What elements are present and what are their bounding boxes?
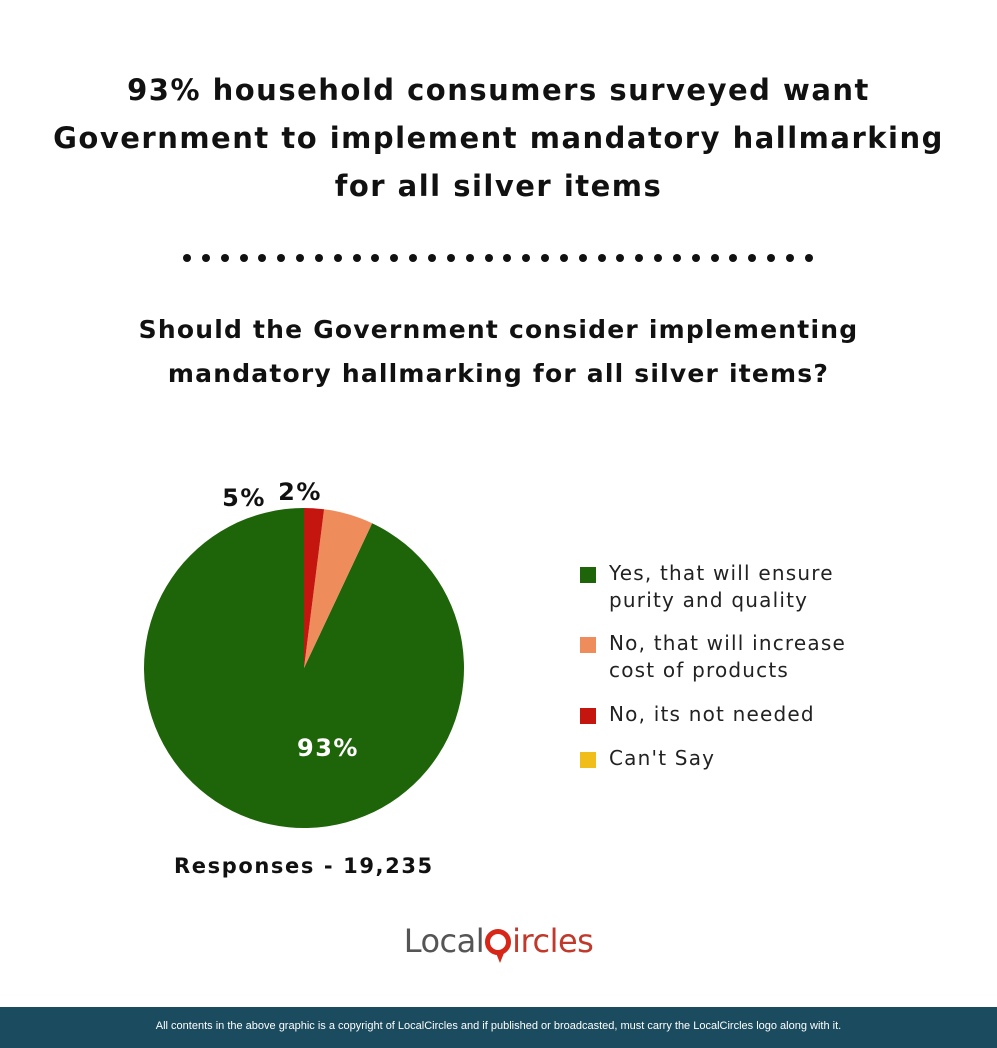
copyright-footer: All contents in the above graphic is a c… <box>0 1007 997 1048</box>
divider-dot <box>465 254 474 262</box>
headline-line-1: 93% household consumers surveyed want <box>127 73 870 107</box>
question-line-2: mandatory hallmarking for all silver ite… <box>167 359 830 388</box>
divider-dot <box>296 254 305 262</box>
footer-text: All contents in the above graphic is a c… <box>155 1020 842 1032</box>
divider-dot <box>258 254 267 262</box>
survey-question: Should the Government consider implement… <box>0 308 997 396</box>
divider-dot <box>277 254 286 262</box>
pie-data-label-yes: 93% <box>297 734 359 762</box>
divider-dot <box>201 254 210 262</box>
divider-dot <box>710 254 719 262</box>
legend-swatch-cant-say <box>580 752 596 768</box>
divider-dot <box>239 254 248 262</box>
headline: 93% household consumers surveyed want Go… <box>0 66 997 210</box>
legend-item-no-cost: No, that will increase cost of products <box>580 630 909 684</box>
question-line-1: Should the Government consider implement… <box>138 315 859 344</box>
legend-label-yes-line1: Yes, that will ensure <box>609 561 834 585</box>
divider-dot <box>786 254 794 262</box>
pie-slice-not-needed <box>304 508 325 668</box>
divider-dot <box>390 254 399 262</box>
divider-dot <box>672 254 681 262</box>
divider-dot <box>446 254 455 262</box>
responses-count: Responses - 19,235 <box>174 854 434 878</box>
divider-dot <box>597 254 606 262</box>
pie-slice-no-cost <box>304 509 373 668</box>
localcircles-logo: Local ircles <box>0 922 997 963</box>
divider-dot <box>748 254 757 262</box>
divider-dot <box>635 254 644 262</box>
legend-swatch-not-needed <box>580 708 596 724</box>
divider-dot <box>333 254 342 262</box>
divider-dot <box>616 254 625 262</box>
divider-dot <box>427 254 436 262</box>
divider-dot <box>691 254 700 262</box>
legend-swatch-no-cost <box>580 637 596 653</box>
legend-label-no-cost-line2: cost of products <box>609 658 790 682</box>
divider-dot <box>409 254 418 262</box>
legend-swatch-yes <box>580 567 596 583</box>
divider-dot <box>654 254 663 262</box>
legend-label-cant-say: Can't Say <box>609 746 716 770</box>
legend-item-yes: Yes, that will ensure purity and quality <box>580 560 909 614</box>
headline-line-2: Government to implement mandatory hallma… <box>53 121 944 155</box>
logo-text-local: Local <box>403 922 485 960</box>
divider-dot <box>729 254 738 262</box>
pie-data-label-no-cost: 5% <box>222 484 266 512</box>
divider-dot <box>183 254 191 262</box>
divider-dot <box>503 254 512 262</box>
legend-label-yes-line2: purity and quality <box>609 588 809 612</box>
legend-label-no-cost-line1: No, that will increase <box>609 631 846 655</box>
divider-dot <box>220 254 229 262</box>
divider-dot <box>767 254 776 262</box>
divider-dot <box>541 254 550 262</box>
location-pin-icon <box>485 929 512 963</box>
legend-item-cant-say: Can't Say <box>580 745 909 772</box>
divider-dot <box>352 254 361 262</box>
divider-dot <box>578 254 587 262</box>
pie-data-label-not-needed: 2% <box>278 478 322 506</box>
logo-text-circles: ircles <box>512 922 594 960</box>
divider-dot <box>804 254 813 262</box>
legend-item-not-needed: No, its not needed <box>580 701 909 728</box>
divider-dot <box>371 254 380 262</box>
dotted-divider <box>183 248 813 268</box>
pie-slice-yes <box>144 508 465 829</box>
divider-dot <box>559 254 568 262</box>
headline-line-3: for all silver items <box>334 169 663 203</box>
divider-dot <box>522 254 531 262</box>
legend-label-not-needed: No, its not needed <box>609 702 815 726</box>
divider-dot <box>314 254 323 262</box>
divider-dot <box>484 254 493 262</box>
